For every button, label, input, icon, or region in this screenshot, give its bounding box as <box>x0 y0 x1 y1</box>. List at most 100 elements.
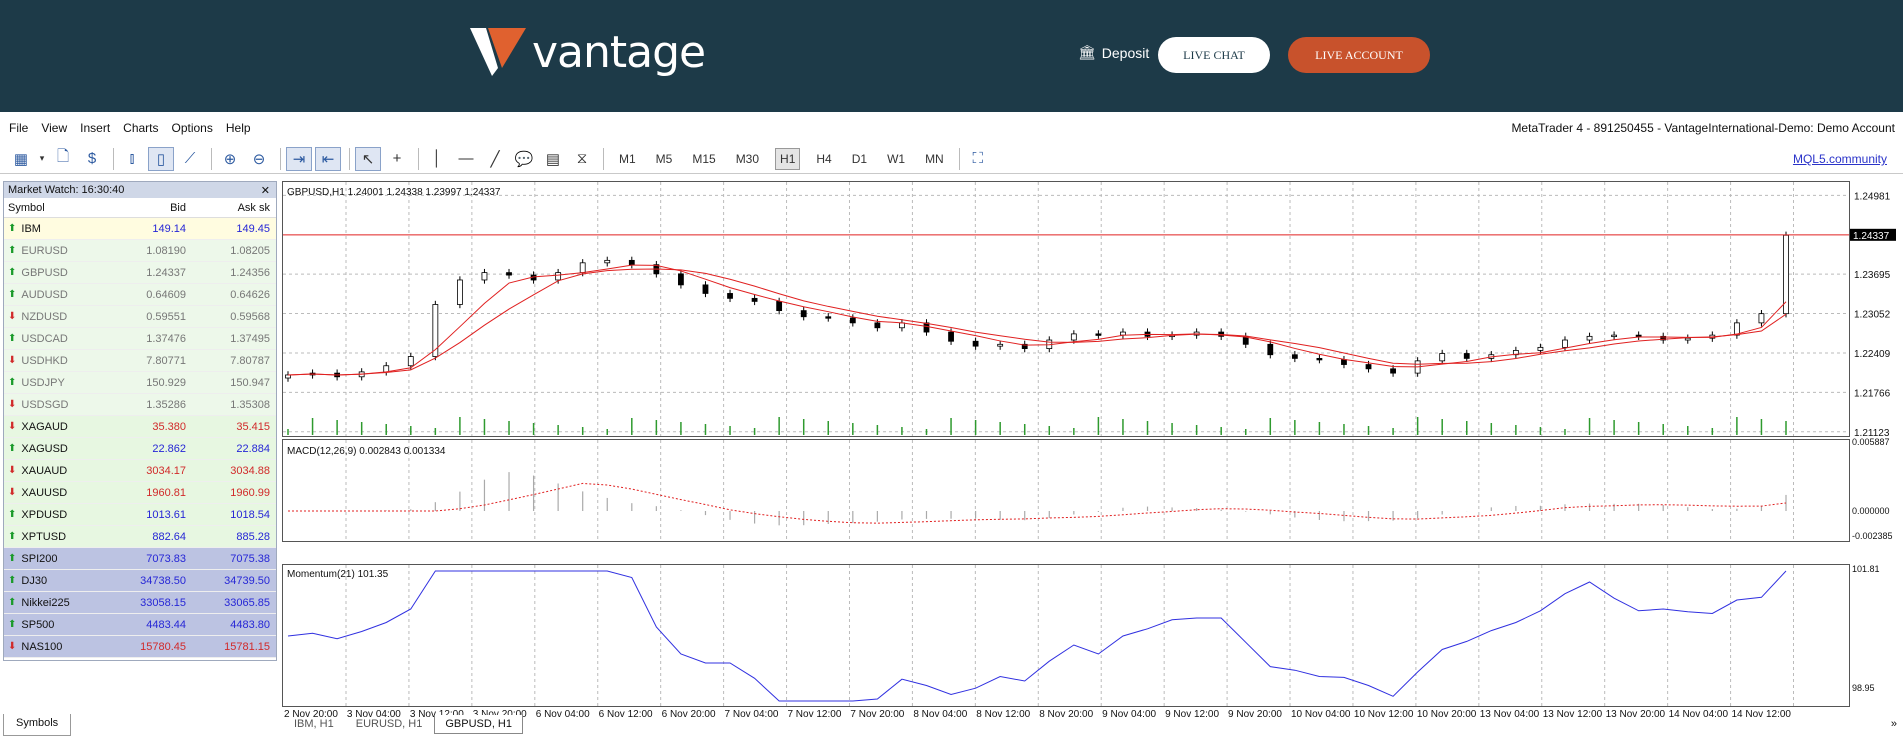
symbol-cell: ⬆ USDCAD <box>4 333 108 345</box>
candle-body <box>923 322 930 333</box>
market-watch-row[interactable]: ⬆ AUDUSD 0.64609 0.64626 <box>4 284 276 306</box>
separator <box>113 147 114 170</box>
market-watch-row[interactable]: ⬆ XPDUSD 1013.61 1018.54 <box>4 504 276 526</box>
new-order-icon[interactable]: 🗋 <box>56 148 70 165</box>
menu-insert[interactable]: Insert <box>80 121 111 135</box>
col-bid[interactable]: Bid <box>170 201 186 214</box>
candle-body <box>628 259 635 266</box>
market-watch-row[interactable]: ⬇ XAUAUD 3034.17 3034.88 <box>4 460 276 482</box>
candle-body <box>1611 334 1617 338</box>
market-watch-row[interactable]: ⬆ USDJPY 150.929 150.947 <box>4 372 276 394</box>
market-watch-row[interactable]: ⬆ IBM 149.14 149.45 <box>4 218 276 240</box>
chart-tab-gbpusd[interactable]: GBPUSD, H1 <box>434 715 523 734</box>
x-tick-label: 3 Nov 12:00 <box>410 709 464 719</box>
menu-file[interactable]: File <box>9 121 29 135</box>
x-tick-label: 6 Nov 20:00 <box>662 709 716 719</box>
shapes-icon[interactable]: ⧖ <box>576 150 588 167</box>
market-watch-row[interactable]: ⬆ XAGUSD 22.862 22.884 <box>4 438 276 460</box>
zoom-out-icon[interactable]: ⊖ <box>252 150 266 168</box>
app-info: MetaTrader 4 - 891250455 - VantageIntern… <box>1511 121 1895 135</box>
market-watch-row[interactable]: ⬆ USDCAD 1.37476 1.37495 <box>4 328 276 350</box>
line-chart-icon[interactable]: ⟋ <box>184 150 196 167</box>
new-chart-icon[interactable]: ▦ <box>13 150 29 168</box>
col-symbol[interactable]: Symbol <box>8 201 45 214</box>
tf-w1[interactable]: W1 <box>887 151 906 166</box>
tf-h4[interactable]: H4 <box>816 151 832 166</box>
chevron-right-icon[interactable]: » <box>1890 718 1897 730</box>
bid-cell: 149.14 <box>152 222 186 235</box>
zoom-in-icon[interactable]: ⊕ <box>223 150 237 168</box>
bid-cell: 0.59551 <box>146 310 186 323</box>
arrow-down-icon: ⬇ <box>8 399 17 410</box>
vantage-logo[interactable]: vantage <box>468 24 706 80</box>
candle-body <box>776 301 783 312</box>
macd-axis-label: 0.005887 <box>1852 437 1890 447</box>
tf-m30[interactable]: M30 <box>735 151 760 166</box>
tf-mn[interactable]: MN <box>925 151 944 166</box>
market-watch-row[interactable]: ⬆ SPI200 7073.83 7075.38 <box>4 548 276 570</box>
tf-d1[interactable]: D1 <box>851 151 868 166</box>
col-ask[interactable]: Ask sk <box>237 201 270 214</box>
ask-cell: 1.08205 <box>230 244 270 257</box>
chart-tab-ibm[interactable]: IBM, H1 <box>294 718 334 730</box>
crosshair-icon[interactable]: + <box>392 150 402 167</box>
ask-cell: 885.28 <box>236 530 270 543</box>
tf-h1[interactable]: H1 <box>775 147 801 170</box>
close-icon[interactable]: ✕ <box>260 184 270 197</box>
fullscreen-icon[interactable]: ⛶ <box>972 150 983 167</box>
text-label-icon[interactable]: 💬 <box>514 150 534 168</box>
market-watch-row[interactable]: ⬆ GBPUSD 1.24337 1.24356 <box>4 262 276 284</box>
candle-body <box>972 340 979 347</box>
auto-scroll-icon[interactable]: ⇥ <box>286 146 312 171</box>
live-account-button[interactable]: LIVE ACCOUNT <box>1288 37 1430 73</box>
market-watch-row[interactable]: ⬇ USDHKD 7.80771 7.80787 <box>4 350 276 372</box>
market-watch-row[interactable]: ⬆ SP500 4483.44 4483.80 <box>4 614 276 636</box>
tab-symbols[interactable]: Symbols <box>3 714 72 736</box>
bar-chart-icon[interactable]: ⫾ <box>129 150 135 167</box>
market-watch-row[interactable]: ⬇ NZDUSD 0.59551 0.59568 <box>4 306 276 328</box>
symbol-cell: ⬇ XAGAUD <box>4 421 108 433</box>
candle-body <box>849 317 856 324</box>
chart-shift-icon[interactable]: ⇤ <box>315 146 341 171</box>
symbol-name: USDCAD <box>21 332 68 345</box>
market-icon[interactable]: $ <box>87 150 97 167</box>
bid-cell: 22.862 <box>152 442 186 455</box>
symbol-cell: ⬆ IBM <box>4 223 108 235</box>
bid-cell: 1.35286 <box>146 398 186 411</box>
x-tick-label: 9 Nov 12:00 <box>1165 709 1219 719</box>
menu-help[interactable]: Help <box>225 121 251 135</box>
dropdown-icon[interactable]: ▾ <box>39 153 45 163</box>
menu-view[interactable]: View <box>41 121 68 135</box>
market-watch-row[interactable]: ⬇ NAS100 15780.45 15781.15 <box>4 636 276 658</box>
market-watch-row[interactable]: ⬇ XAGAUD 35.380 35.415 <box>4 416 276 438</box>
tf-m5[interactable]: M5 <box>655 151 673 166</box>
market-watch-row[interactable]: ⬆ Nikkei225 33058.15 33065.85 <box>4 592 276 614</box>
chart-tab-eurusd[interactable]: EURUSD, H1 <box>355 718 423 730</box>
fibonacci-icon[interactable]: ▤ <box>545 150 561 168</box>
market-watch-row[interactable]: ⬆ EURUSD 1.08190 1.08205 <box>4 240 276 262</box>
trend-line-icon[interactable]: ╱ <box>490 150 500 168</box>
market-watch-row[interactable]: ⬆ XPTUSD 882.64 885.28 <box>4 526 276 548</box>
vertical-line-icon[interactable]: │ <box>432 150 442 167</box>
chart-window[interactable]: 2 Nov 20:00 3 Nov 04:00 3 Nov 12:00 3 Nov 2… <box>282 181 1902 719</box>
market-watch-row[interactable]: ⬇ XAUUSD 1960.81 1960.99 <box>4 482 276 504</box>
tf-m15[interactable]: M15 <box>692 151 716 166</box>
menu-charts[interactable]: Charts <box>123 121 159 135</box>
momentum-pane <box>282 564 1850 707</box>
x-tick-label: 8 Nov 04:00 <box>913 709 967 719</box>
live-chat-button[interactable]: LIVE CHAT <box>1158 37 1270 73</box>
candlestick-icon[interactable]: ▯ <box>148 146 174 171</box>
market-watch-row[interactable]: ⬇ USDSGD 1.35286 1.35308 <box>4 394 276 416</box>
cursor-icon[interactable]: ↖ <box>355 146 381 171</box>
candle-body <box>1365 364 1372 370</box>
candle-body <box>1095 333 1102 336</box>
deposit-link[interactable]: 🏛 Deposit <box>1078 44 1149 61</box>
horizontal-line-icon[interactable]: — <box>458 150 474 167</box>
x-tick-label: 10 Nov 04:00 <box>1291 709 1351 719</box>
symbol-cell: ⬆ EURUSD <box>4 245 108 257</box>
symbol-cell: ⬆ SP500 <box>4 619 108 631</box>
market-watch-row[interactable]: ⬆ DJ30 34738.50 34739.50 <box>4 570 276 592</box>
mql5-community-link[interactable]: MQL5.community <box>1792 152 1887 166</box>
menu-options[interactable]: Options <box>171 121 213 135</box>
tf-m1[interactable]: M1 <box>619 151 636 166</box>
